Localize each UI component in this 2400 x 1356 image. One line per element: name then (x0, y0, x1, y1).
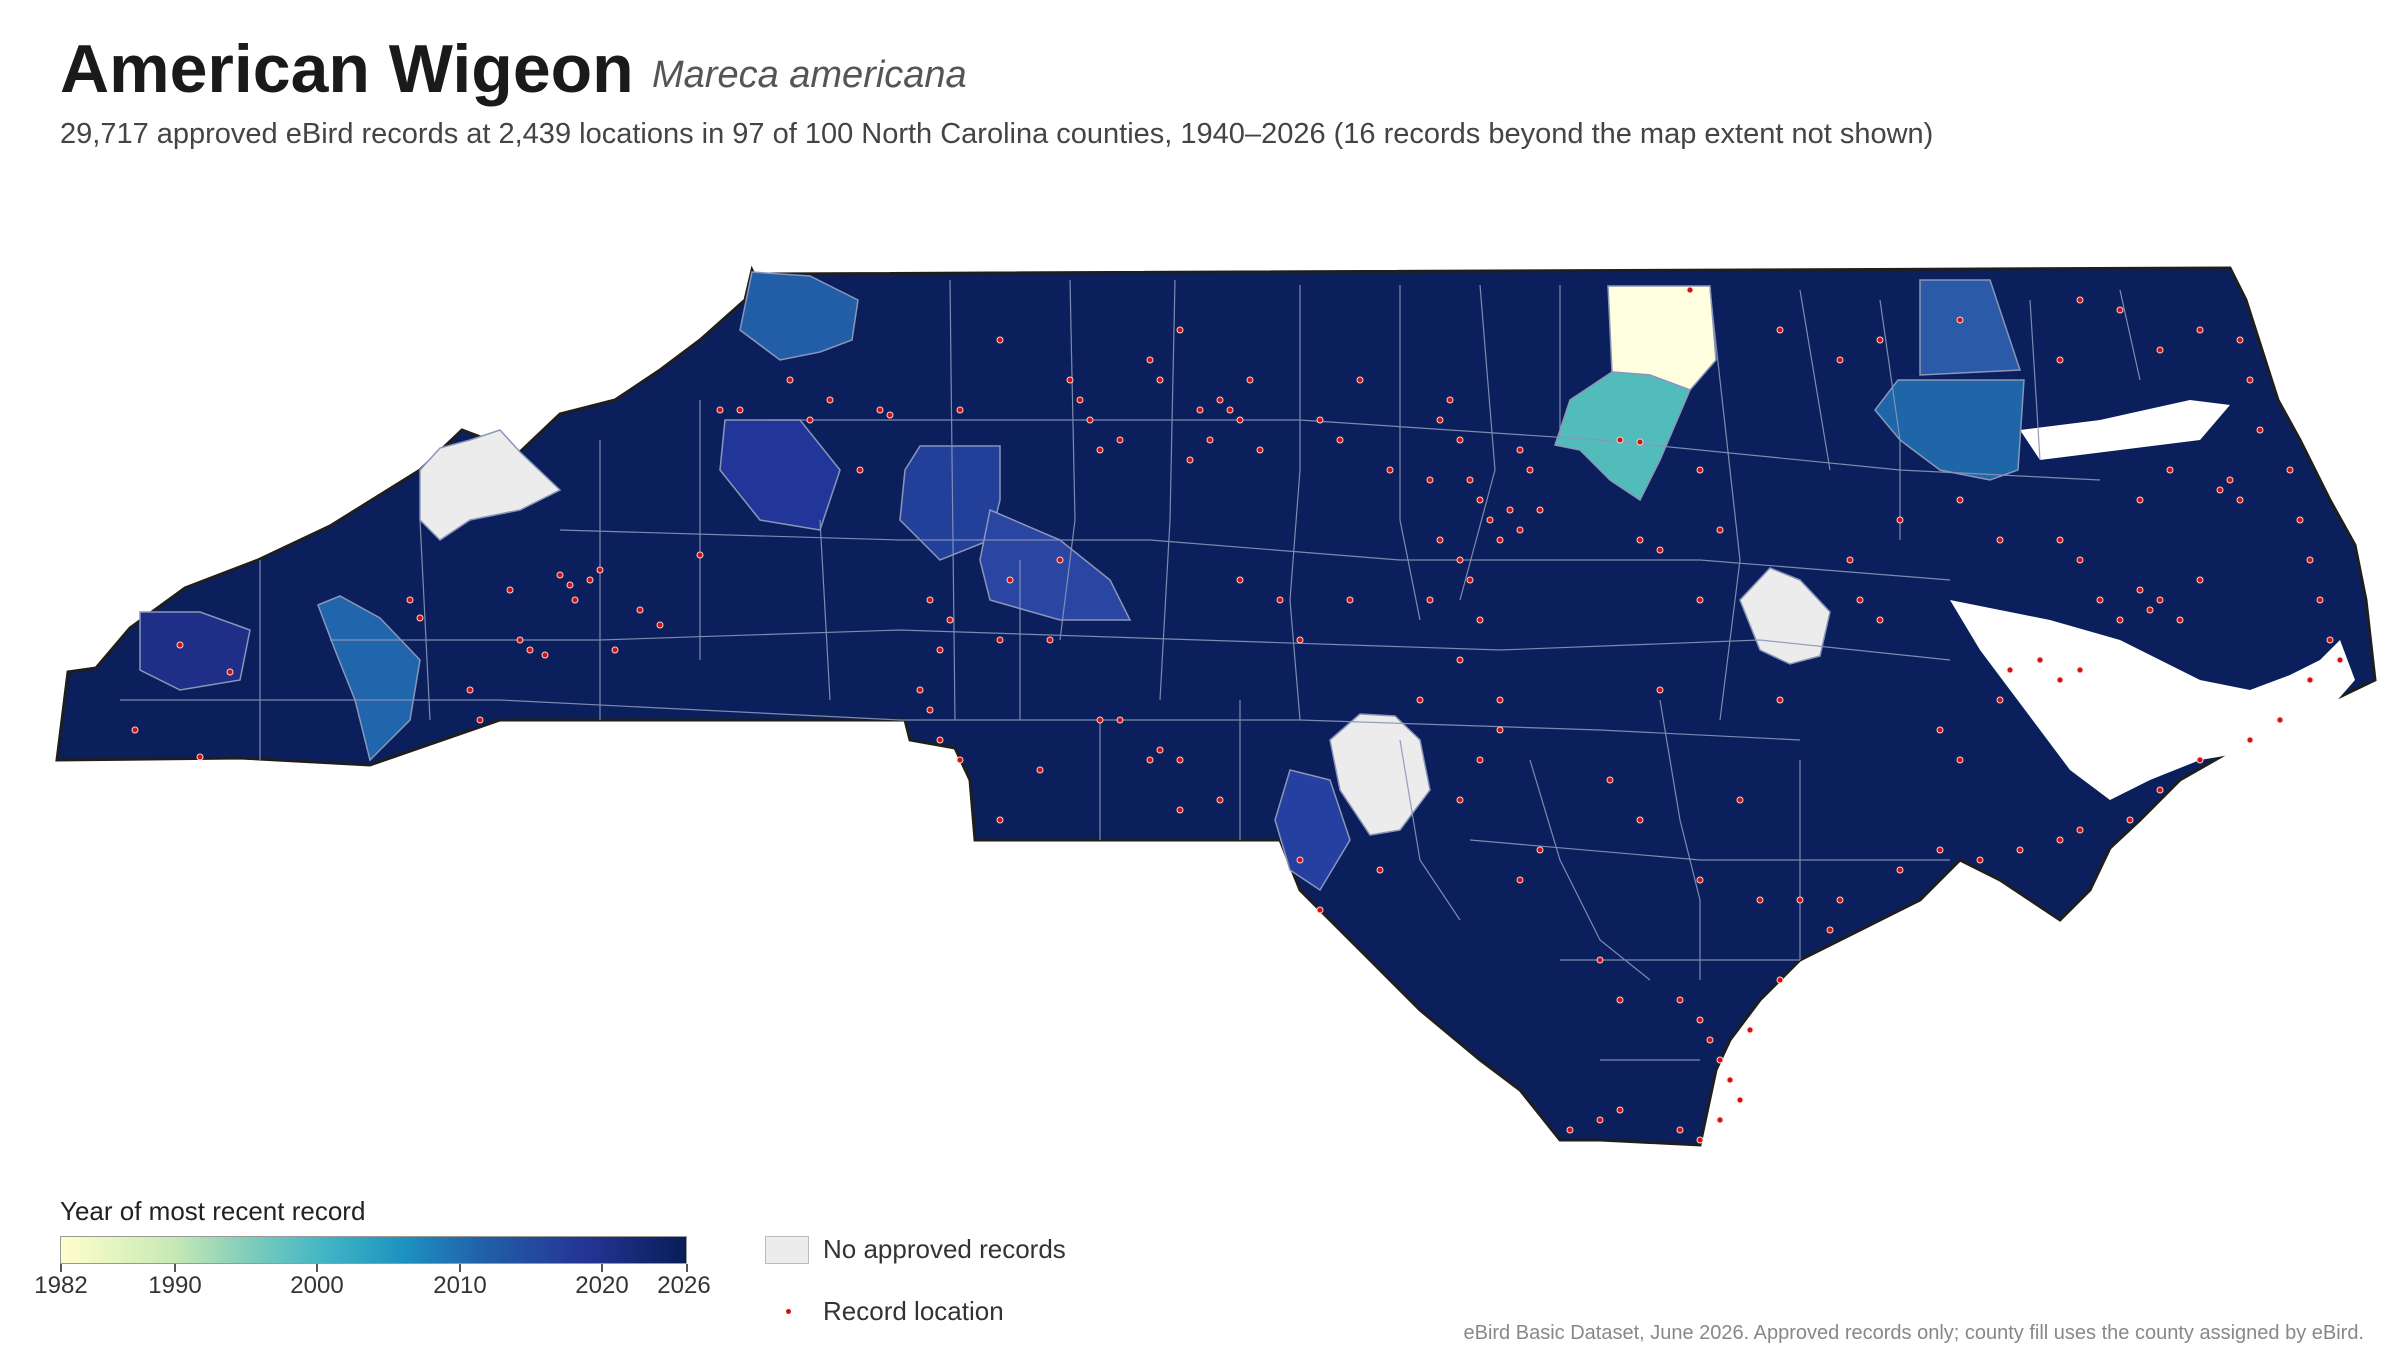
no-records-label: No approved records (823, 1234, 1066, 1264)
county-mid-blue-5 (139, 611, 251, 691)
county-blue-ashe (739, 271, 859, 361)
record-dots (131, 286, 2344, 1144)
state-outline (55, 265, 2377, 1147)
tick-label-2000: 2000 (290, 1272, 344, 1299)
tick-label-2020: 2020 (575, 1272, 629, 1299)
county-no-records-central (1329, 713, 1431, 836)
tick-label-2026: 2026 (657, 1272, 711, 1299)
county-no-records-west (419, 429, 562, 541)
tick-2010 (459, 1264, 461, 1272)
scientific-name: Mareca americana (652, 54, 967, 96)
county-blue-ne-1 (1874, 379, 2025, 481)
record-location-swatch (786, 1309, 791, 1314)
map-subtitle: 29,717 approved eBird records at 2,439 l… (60, 118, 1934, 150)
county-mid-blue-4 (1274, 769, 1351, 892)
pamlico-sound (1950, 600, 2355, 800)
map-title: American Wigeon (60, 31, 634, 107)
legend-title: Year of most recent record (60, 1196, 366, 1226)
tick-2026 (686, 1264, 688, 1272)
tick-label-1990: 1990 (148, 1272, 202, 1299)
tick-2000 (316, 1264, 318, 1272)
county-mid-blue-2 (979, 508, 1132, 621)
record-location-label: Record location (823, 1296, 1004, 1326)
tick-label-1982: 1982 (34, 1272, 88, 1299)
tick-1990 (174, 1264, 176, 1272)
county-teal-2000 (1554, 371, 1691, 502)
no-records-swatch (765, 1236, 809, 1264)
county-blue-macon (317, 595, 421, 762)
tick-1982 (60, 1264, 62, 1272)
tick-2020 (601, 1264, 603, 1272)
year-colorbar (60, 1236, 687, 1264)
albemarle-sound (2020, 400, 2230, 460)
tick-label-2010: 2010 (433, 1272, 487, 1299)
county-blue-ne-2 (1919, 279, 2022, 376)
county-mid-blue-1 (899, 445, 1001, 561)
county-borders (120, 279, 2141, 1061)
source-note: eBird Basic Dataset, June 2026. Approved… (1463, 1322, 2364, 1344)
